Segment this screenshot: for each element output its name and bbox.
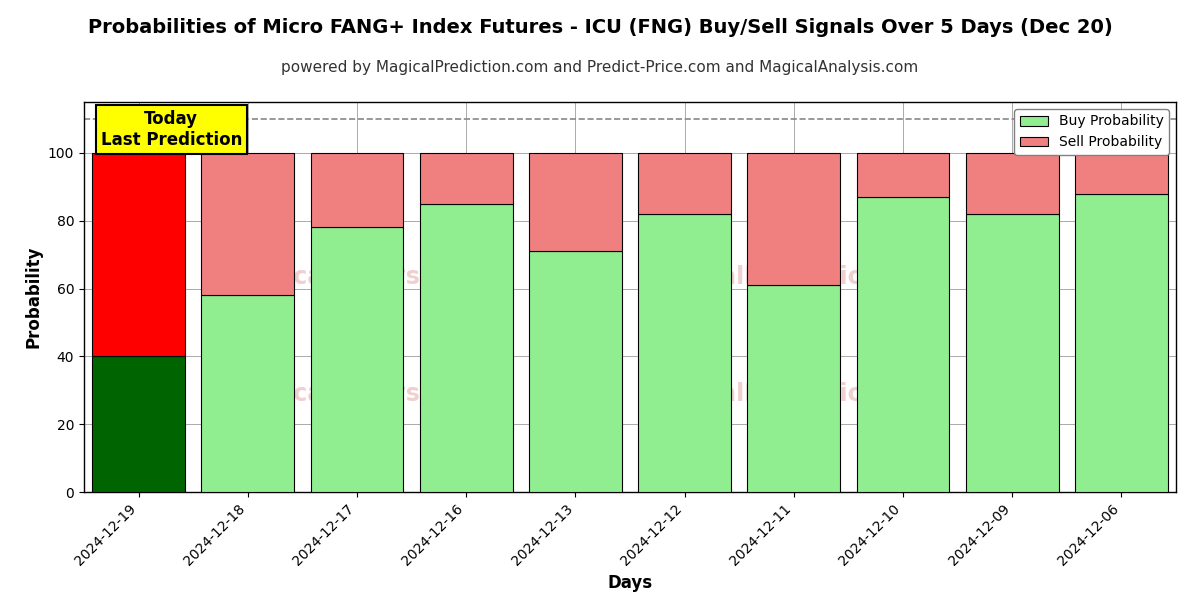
Bar	[966, 214, 1058, 492]
Bar	[966, 153, 1058, 214]
Bar	[202, 153, 294, 295]
Bar	[202, 295, 294, 492]
Text: MagicalPrediction.com: MagicalPrediction.com	[642, 265, 946, 289]
Y-axis label: Probability: Probability	[24, 246, 42, 348]
Text: MagicalAnalysis.com: MagicalAnalysis.com	[229, 383, 506, 407]
Bar	[857, 153, 949, 197]
Bar	[1075, 194, 1168, 492]
Bar	[311, 153, 403, 227]
Text: Today
Last Prediction: Today Last Prediction	[101, 110, 242, 149]
Bar	[529, 251, 622, 492]
Bar	[638, 153, 731, 214]
Bar	[638, 214, 731, 492]
Bar	[857, 197, 949, 492]
Bar	[311, 227, 403, 492]
Bar	[92, 153, 185, 356]
Bar	[529, 153, 622, 251]
Bar	[420, 204, 512, 492]
Text: powered by MagicalPrediction.com and Predict-Price.com and MagicalAnalysis.com: powered by MagicalPrediction.com and Pre…	[281, 60, 919, 75]
X-axis label: Days: Days	[607, 574, 653, 592]
Text: Probabilities of Micro FANG+ Index Futures - ICU (FNG) Buy/Sell Signals Over 5 D: Probabilities of Micro FANG+ Index Futur…	[88, 18, 1112, 37]
Bar	[748, 153, 840, 285]
Text: MagicalPrediction.com: MagicalPrediction.com	[642, 383, 946, 407]
Bar	[1075, 153, 1168, 194]
Text: MagicalAnalysis.com: MagicalAnalysis.com	[229, 265, 506, 289]
Bar	[748, 285, 840, 492]
Bar	[420, 153, 512, 204]
Legend: Buy Probability, Sell Probability: Buy Probability, Sell Probability	[1014, 109, 1169, 155]
Bar	[92, 356, 185, 492]
